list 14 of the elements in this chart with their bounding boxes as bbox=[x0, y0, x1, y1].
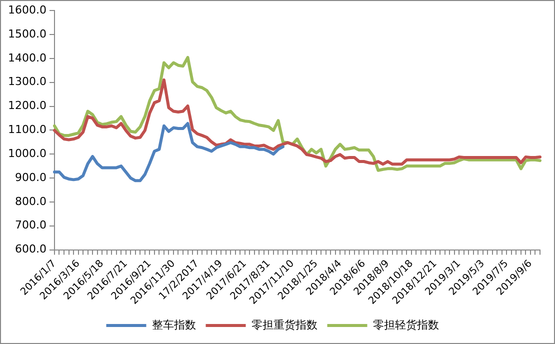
legend-label: 零担重货指数 bbox=[251, 318, 318, 332]
y-tick-label: 600.0 bbox=[14, 242, 46, 256]
y-tick-label: 700.0 bbox=[14, 218, 46, 232]
y-tick-label: 1300.0 bbox=[8, 75, 46, 88]
y-tick-label: 1100.0 bbox=[8, 123, 46, 136]
legend-label: 零担轻货指数 bbox=[372, 318, 439, 332]
y-tick-label: 1400.0 bbox=[8, 51, 46, 64]
y-tick-label: 1500.0 bbox=[8, 27, 46, 40]
y-tick-label: 900.0 bbox=[14, 170, 46, 184]
y-tick-label: 1000.0 bbox=[8, 146, 46, 160]
y-tick-label: 1200.0 bbox=[8, 99, 46, 112]
legend-label: 整车指数 bbox=[152, 318, 196, 332]
y-tick-label: 1600.0 bbox=[8, 3, 46, 16]
y-tick-label: 800.0 bbox=[14, 194, 46, 208]
